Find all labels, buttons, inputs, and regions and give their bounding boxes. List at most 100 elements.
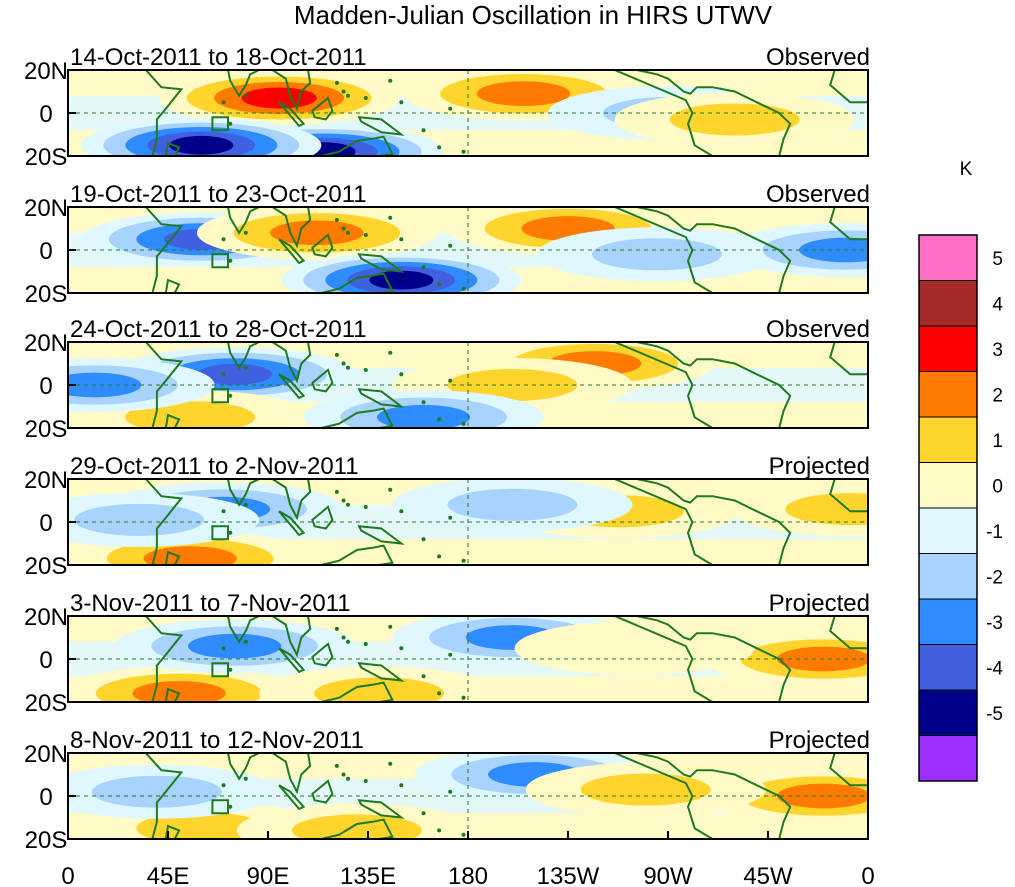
coastline <box>829 342 868 376</box>
panel-status: Projected <box>769 453 870 480</box>
coastline <box>270 753 312 795</box>
colorbar-level-label: 0 <box>992 476 1003 497</box>
panel-status: Observed <box>766 181 870 208</box>
anomaly-contour <box>376 404 471 428</box>
panels: 20N 0 20S 14-Oct-2011 to 18-Oct-2011 Observe… <box>24 44 870 854</box>
island <box>437 417 442 422</box>
coastline <box>68 342 184 428</box>
y-tick-label: 20S <box>25 281 68 308</box>
island <box>221 237 226 242</box>
x-tick-label: 135W <box>537 863 600 887</box>
anomaly-feature <box>730 482 868 537</box>
island <box>388 487 393 492</box>
coastline <box>68 479 184 565</box>
coastline <box>311 233 334 258</box>
y-tick-label: 20N <box>24 741 68 768</box>
coastlines <box>68 479 868 565</box>
coastline <box>270 70 312 112</box>
island <box>341 772 346 777</box>
anomaly-feature <box>303 390 544 428</box>
island <box>448 515 453 520</box>
panel-status: Projected <box>769 727 870 754</box>
colorbar-bin <box>918 234 978 281</box>
panel-date-range: 19-Oct-2011 to 23-Oct-2011 <box>70 181 367 208</box>
anomaly-contour <box>476 81 571 106</box>
chart-title: Madden-Julian Oscillation in HIRS UTWV <box>294 0 773 30</box>
anomaly-contour <box>74 503 205 536</box>
island <box>399 646 404 651</box>
map-panel: 20N 0 20S 8-Nov-2011 to 12-Nov-2011 Projecte… <box>24 727 870 854</box>
coastline <box>278 101 306 128</box>
island <box>461 558 466 563</box>
island <box>221 646 226 651</box>
x-tick-label: 180 <box>448 863 488 887</box>
island <box>334 352 339 357</box>
coastline <box>68 70 184 156</box>
panel-date-range: 29-Oct-2011 to 2-Nov-2011 <box>70 453 359 480</box>
anomaly-contour <box>669 103 800 136</box>
island <box>421 400 426 405</box>
anomaly-feature <box>614 92 855 147</box>
island <box>363 641 368 646</box>
island <box>346 502 350 507</box>
island <box>399 783 404 788</box>
coastline <box>614 753 792 839</box>
colorbar-unit: K <box>960 159 973 180</box>
coastline <box>829 207 868 241</box>
island <box>448 243 453 248</box>
anomaly-contour <box>197 363 273 385</box>
colorbar-level-label: 5 <box>992 249 1003 270</box>
coastline <box>829 616 868 650</box>
island <box>346 230 350 235</box>
colorbar-level-label: -2 <box>986 567 1003 588</box>
coastline <box>829 70 868 104</box>
y-tick-label: 20S <box>25 690 68 717</box>
island <box>243 639 248 644</box>
coastline <box>164 687 181 702</box>
island <box>341 89 346 94</box>
colorbar-bin <box>918 462 978 509</box>
coastline <box>270 479 312 521</box>
island <box>448 789 453 794</box>
x-tick-label: 45W <box>743 863 793 887</box>
island <box>243 502 248 507</box>
x-axis: 0 45E 90E 135E 180 135W 90W 45W 0 <box>61 831 875 887</box>
coastline <box>270 342 312 384</box>
island <box>388 761 393 766</box>
panel-date-range: 3-Nov-2011 to 7-Nov-2011 <box>70 590 351 617</box>
y-tick-label: 20S <box>25 553 68 580</box>
coastline <box>829 753 868 787</box>
colorbar-level-label: 4 <box>992 294 1003 315</box>
coastline <box>614 70 792 156</box>
coastlines <box>68 342 868 428</box>
panel-date-range: 24-Oct-2011 to 28-Oct-2011 <box>70 316 367 343</box>
coastlines <box>68 616 868 702</box>
island <box>461 286 466 291</box>
island <box>461 832 466 837</box>
island <box>448 652 453 657</box>
coastline <box>68 207 184 293</box>
colorbar-level-label: 1 <box>992 431 1003 452</box>
map-panel: 20N 0 20S 19-Oct-2011 to 23-Oct-2011 Observe… <box>24 181 870 308</box>
map-panel: 20N 0 20S 3-Nov-2011 to 7-Nov-2011 Projected <box>24 590 870 717</box>
map-panel: 20N 0 20S 14-Oct-2011 to 18-Oct-2011 Observe… <box>24 44 870 171</box>
colorbar-bin <box>918 644 978 691</box>
region-box <box>211 253 229 269</box>
island <box>437 828 442 833</box>
colorbar-bin <box>918 689 978 736</box>
island <box>388 624 393 629</box>
coastline <box>614 207 792 293</box>
y-tick-label: 0 <box>39 784 52 811</box>
island <box>388 350 393 355</box>
coastline <box>278 373 306 400</box>
colorbar-bin <box>918 280 978 327</box>
y-tick-label: 0 <box>39 647 52 674</box>
anomaly-feature <box>68 764 277 819</box>
island <box>243 776 248 781</box>
anomaly-contour <box>447 488 578 521</box>
coastline <box>270 207 312 249</box>
map-panel: 20N 0 20S 29-Oct-2011 to 2-Nov-2011 Projecte… <box>24 453 870 580</box>
island <box>243 93 248 98</box>
colorbar-bin <box>918 598 978 645</box>
region-box <box>211 662 229 678</box>
